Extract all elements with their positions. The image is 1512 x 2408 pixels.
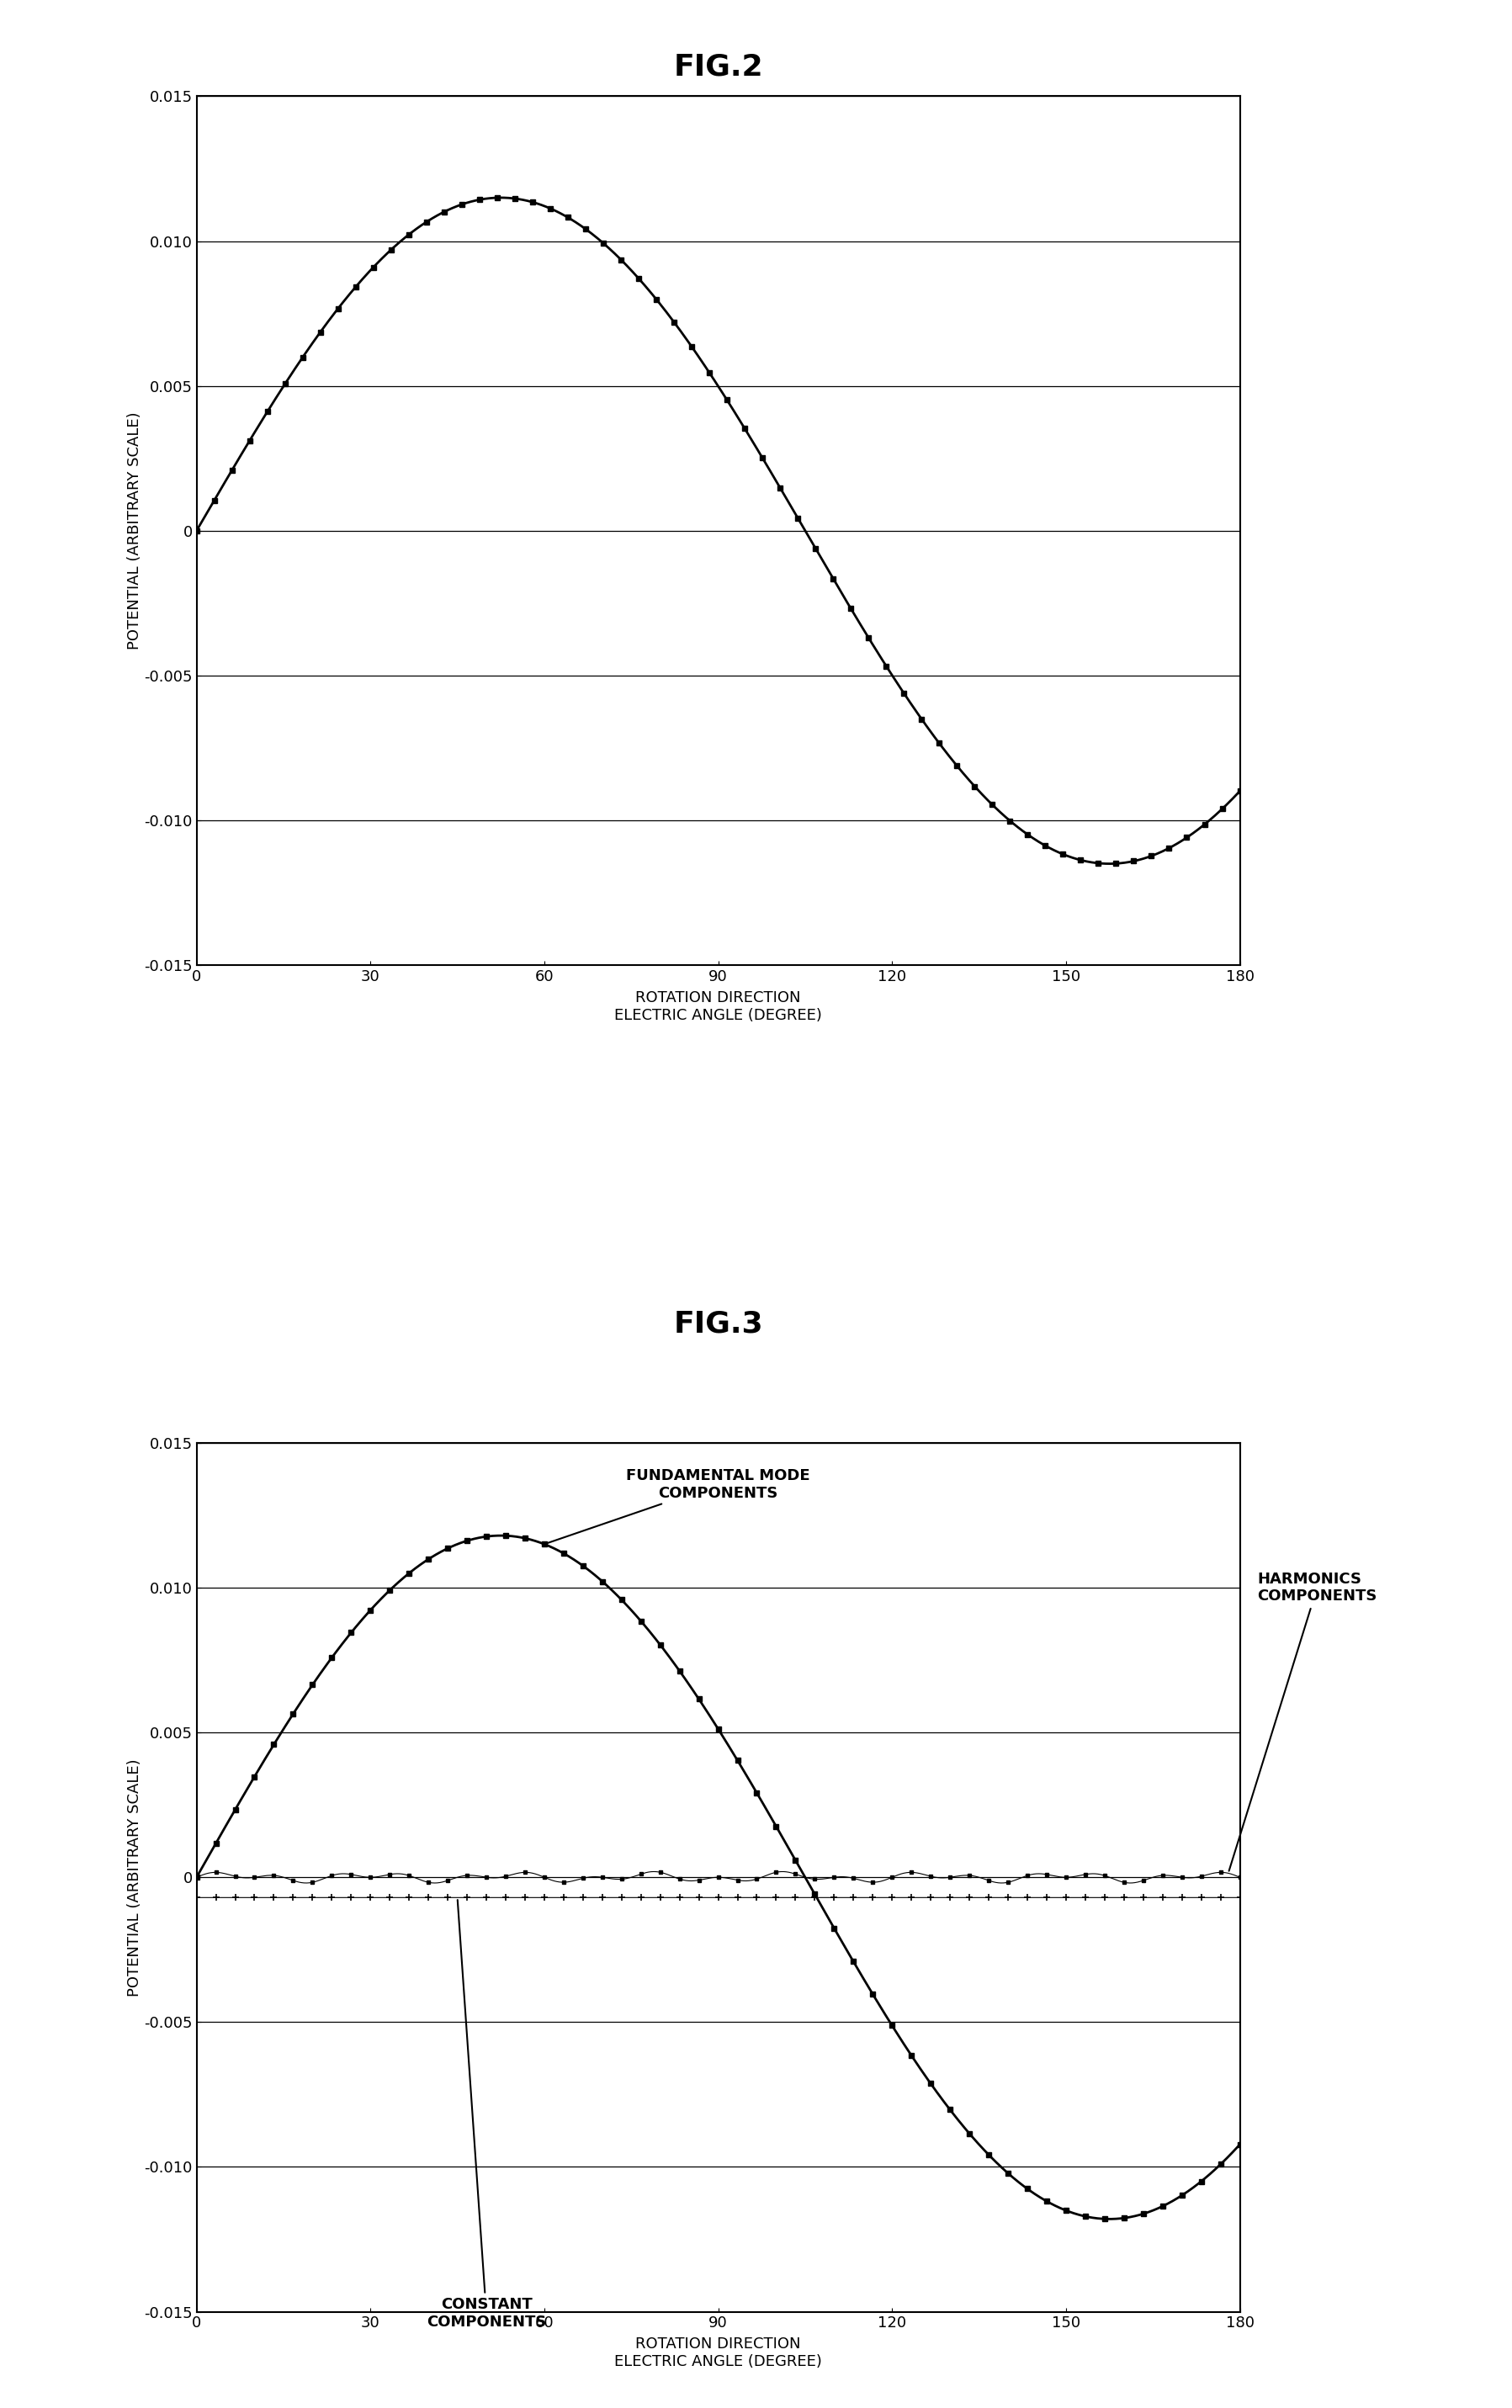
Y-axis label: POTENTIAL (ARBITRARY SCALE): POTENTIAL (ARBITRARY SCALE) xyxy=(127,1758,142,1996)
Text: FUNDAMENTAL MODE
COMPONENTS: FUNDAMENTAL MODE COMPONENTS xyxy=(546,1469,810,1544)
Text: HARMONICS
COMPONENTS: HARMONICS COMPONENTS xyxy=(1229,1572,1377,1871)
Title: FIG.2: FIG.2 xyxy=(673,53,764,82)
X-axis label: ROTATION DIRECTION
ELECTRIC ANGLE (DEGREE): ROTATION DIRECTION ELECTRIC ANGLE (DEGRE… xyxy=(614,990,823,1023)
Title: FIG.3: FIG.3 xyxy=(673,1310,764,1339)
Text: CONSTANT
COMPONENTS: CONSTANT COMPONENTS xyxy=(426,1900,546,2331)
X-axis label: ROTATION DIRECTION
ELECTRIC ANGLE (DEGREE): ROTATION DIRECTION ELECTRIC ANGLE (DEGRE… xyxy=(614,2336,823,2369)
Y-axis label: POTENTIAL (ARBITRARY SCALE): POTENTIAL (ARBITRARY SCALE) xyxy=(127,412,142,650)
